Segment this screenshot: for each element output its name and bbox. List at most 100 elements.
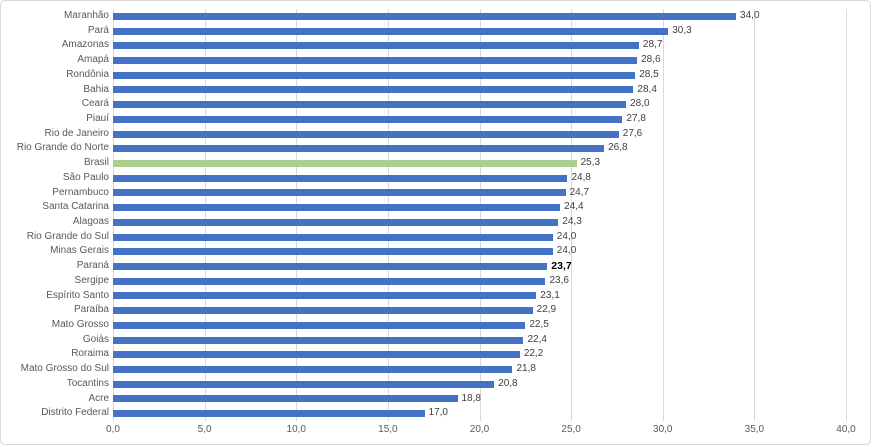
bar <box>113 204 561 212</box>
category-label: Amapá <box>77 54 109 66</box>
x-axis-tick-label: 25,0 <box>561 424 581 435</box>
bar-row: 28,0 <box>113 97 846 112</box>
category-axis: Maranhão Pará Amazonas Amapá Rondônia Bahia Ce… <box>1 9 109 421</box>
category-label: Paraná <box>76 260 109 272</box>
category-label: Tocantins <box>66 377 109 389</box>
bar-row: 28,7 <box>113 38 846 53</box>
bar <box>113 174 568 182</box>
category-label: Brasil <box>83 157 109 169</box>
bar-row: 27,8 <box>113 112 846 127</box>
bar <box>113 248 553 256</box>
category-label: Sergipe <box>74 274 109 286</box>
bar <box>113 130 619 138</box>
category-label: São Paulo <box>62 171 109 183</box>
category-label: Ceará <box>81 98 109 110</box>
value-label: 28,0 <box>630 98 650 110</box>
bar <box>113 351 520 359</box>
value-label: 22,2 <box>523 348 544 360</box>
bar-row: 23,7 <box>113 259 846 274</box>
bar-row: 18,8 <box>113 392 846 407</box>
bar <box>113 42 639 50</box>
bar <box>113 277 546 285</box>
value-label: 20,8 <box>498 377 518 389</box>
bar-row: 22,9 <box>113 303 846 318</box>
x-axis-tick-label: 5,0 <box>197 424 212 435</box>
x-axis-tick-label: 10,0 <box>286 424 306 435</box>
value-label: 22,5 <box>529 319 549 330</box>
bar-row: 28,4 <box>113 83 846 98</box>
category-label: Pará <box>87 24 109 36</box>
category-label: Amazonas <box>61 39 109 51</box>
category-label: Alagoas <box>72 216 109 227</box>
category-label: Goiás <box>82 333 109 345</box>
value-label: 24,4 <box>564 201 584 213</box>
bar <box>113 101 627 109</box>
gridline <box>662 9 664 421</box>
bar-row: 34,0 <box>113 9 846 24</box>
value-label: 24,3 <box>562 216 582 227</box>
value-label: 26,8 <box>608 142 628 154</box>
bar-row: 22,2 <box>113 347 846 362</box>
bar-row: 21,8 <box>113 362 846 377</box>
gridline <box>571 9 573 421</box>
bar <box>113 56 638 64</box>
bar-row: 24,8 <box>113 171 846 186</box>
value-label: 24,7 <box>569 186 590 198</box>
bar-row: 22,4 <box>113 333 846 348</box>
gridline <box>113 9 114 421</box>
x-axis-tick-label: 40,0 <box>836 424 856 435</box>
bar <box>113 410 425 418</box>
bar-row: 24,7 <box>113 186 846 201</box>
bar <box>113 233 553 241</box>
value-label: 30,3 <box>672 24 692 36</box>
bar-row: 24,0 <box>113 230 846 245</box>
value-label: 22,9 <box>536 304 557 316</box>
value-label: 25,3 <box>580 157 601 169</box>
bar <box>113 395 458 403</box>
bar-row: 23,1 <box>113 289 846 304</box>
bar <box>113 365 513 373</box>
bar <box>113 12 737 20</box>
bar-row: 30,3 <box>113 24 846 39</box>
category-label: Roraima <box>71 348 109 360</box>
x-axis-tick-label: 20,0 <box>469 424 490 435</box>
value-label: 24,0 <box>556 230 577 242</box>
bar <box>113 218 559 226</box>
value-label: 23,6 <box>549 274 569 286</box>
category-label: Minas Gerais <box>50 245 109 257</box>
category-label: Piauí <box>86 113 109 124</box>
category-label: Mato Grosso do Sul <box>20 363 109 375</box>
x-axis-tick-label: 0,0 <box>106 424 120 435</box>
bar <box>113 27 669 35</box>
value-label: 23,1 <box>540 289 560 301</box>
value-label: 28,7 <box>642 39 663 51</box>
category-label: Rio Grande do Norte <box>16 142 109 154</box>
category-label: Paraíba <box>73 304 109 316</box>
x-axis-tick-label: 35,0 <box>744 424 765 435</box>
value-axis: 0,0 5,0 10,0 15,0 20,0 25,0 30,0 35,0 40,0 <box>106 424 856 440</box>
gridline <box>846 9 847 421</box>
bar-row: 24,0 <box>113 244 846 259</box>
value-label: 34,0 <box>740 10 760 21</box>
value-label: 27,8 <box>626 113 646 124</box>
value-label: 18,8 <box>461 392 481 404</box>
gridline <box>296 9 298 421</box>
value-label: 22,4 <box>527 333 547 345</box>
bar-row: 23,6 <box>113 274 846 289</box>
gridline <box>387 9 389 421</box>
value-label: 21,8 <box>516 363 536 375</box>
category-label: Rio de Janeiro <box>44 127 109 139</box>
category-label: Distrito Federal <box>41 407 109 419</box>
x-axis-tick-label: 30,0 <box>653 424 673 435</box>
bar-row: 24,3 <box>113 215 846 230</box>
bar-row: 28,6 <box>113 53 846 68</box>
category-label: Pernambuco <box>52 186 109 198</box>
bar-row: 25,3 <box>113 156 846 171</box>
bar-row: 17,0 <box>113 406 846 421</box>
bar-row: 20,8 <box>113 377 846 392</box>
value-label: 24,0 <box>556 245 577 257</box>
bar <box>113 336 524 344</box>
bar-row: 22,5 <box>113 318 846 333</box>
gridline <box>754 9 756 421</box>
bar <box>113 145 605 153</box>
